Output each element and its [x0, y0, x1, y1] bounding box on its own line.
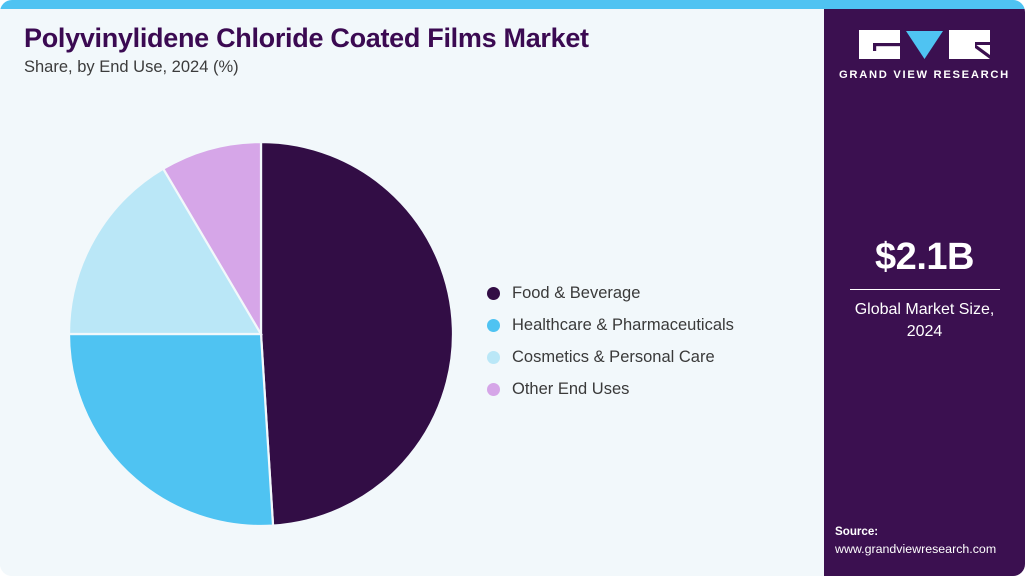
source-label: Source:: [835, 525, 879, 539]
legend-label: Food & Beverage: [512, 283, 641, 302]
chart-main-area: Polyvinylidene Chloride Coated Films Mar…: [0, 9, 824, 576]
stat-value: $2.1B: [875, 236, 974, 278]
pie-slice[interactable]: [69, 332, 275, 526]
top-accent-bar: [0, 0, 1025, 9]
legend-label: Other End Uses: [512, 379, 630, 398]
legend-swatch-icon: [487, 382, 500, 396]
legend-label: Cosmetics & Personal Care: [512, 347, 715, 366]
pie-slice[interactable]: [259, 142, 453, 526]
page-subtitle: Share, by End Use, 2024 (%): [24, 58, 239, 77]
legend-swatch-icon: [487, 286, 500, 300]
pie-slice[interactable]: [69, 167, 263, 336]
page-title: Polyvinylidene Chloride Coated Films Mar…: [24, 23, 589, 53]
legend-item-food-beverage[interactable]: Food & Beverage: [487, 277, 797, 309]
legend-item-healthcare-pharmaceuticals[interactable]: Healthcare & Pharmaceuticals: [487, 309, 797, 341]
title-block: Polyvinylidene Chloride Coated Films Mar…: [24, 23, 784, 78]
legend-swatch-icon: [487, 318, 500, 332]
pie-chart: [69, 142, 453, 526]
legend-swatch-icon: [487, 350, 500, 364]
market-size-stat: $2.1B Global Market Size, 2024: [824, 236, 1025, 343]
pie-slice-group: [69, 142, 453, 526]
letter-r-mark-icon: [949, 30, 990, 59]
source-url[interactable]: www.grandviewresearch.com: [835, 542, 997, 557]
source-footer: Source: www.grandviewresearch.com: [835, 524, 1025, 559]
triangle-v-mark-icon: [906, 31, 943, 59]
logo-marks: [824, 30, 1025, 60]
legend-item-cosmetics-personal-care[interactable]: Cosmetics & Personal Care: [487, 341, 797, 373]
brand-side-panel: GRAND VIEW RESEARCH $2.1B Global Market …: [824, 9, 1025, 576]
brand-logo: GRAND VIEW RESEARCH: [824, 30, 1025, 81]
logo-wordmark: GRAND VIEW RESEARCH: [839, 69, 1010, 81]
legend-item-other-end-uses[interactable]: Other End Uses: [487, 373, 797, 405]
legend-label: Healthcare & Pharmaceuticals: [512, 315, 734, 334]
stat-divider: [849, 288, 1000, 291]
letter-g-mark-icon: [859, 30, 900, 59]
pie-slice[interactable]: [161, 142, 263, 339]
chart-legend: Food & Beverage Healthcare & Pharmaceuti…: [487, 277, 797, 405]
pie-chart-svg: [69, 142, 453, 526]
stat-caption: Global Market Size, 2024: [854, 301, 995, 340]
